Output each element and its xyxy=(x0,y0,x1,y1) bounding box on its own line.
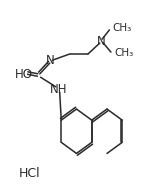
Text: N: N xyxy=(46,54,55,67)
Text: NH: NH xyxy=(50,83,68,96)
Text: CH₃: CH₃ xyxy=(112,23,132,33)
Text: N: N xyxy=(97,35,105,48)
Text: HCl: HCl xyxy=(18,167,40,180)
Text: HO: HO xyxy=(15,68,33,81)
Text: CH₃: CH₃ xyxy=(114,48,133,58)
